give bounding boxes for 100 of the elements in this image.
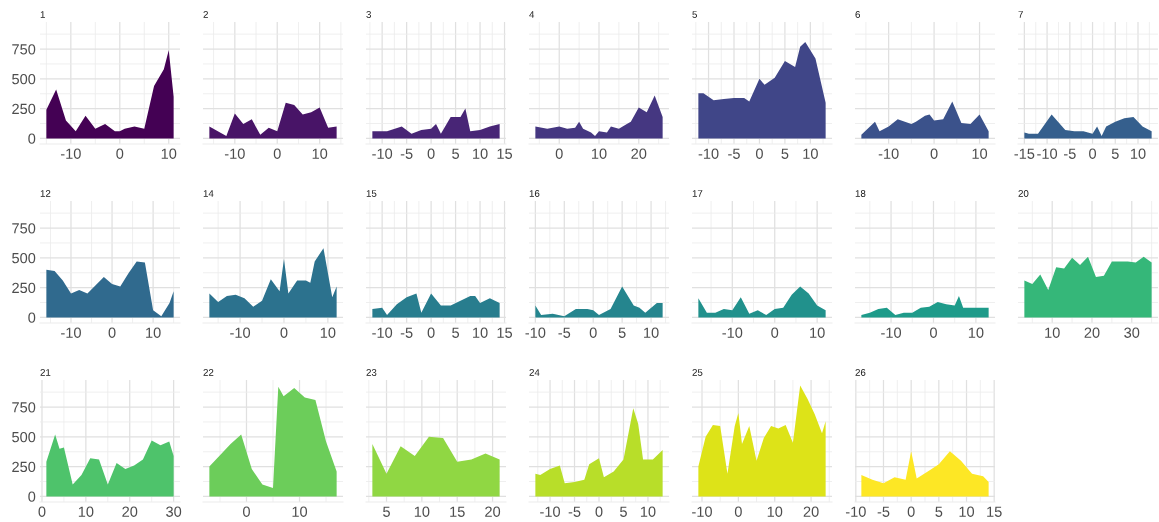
chart-title: 6 [855,11,860,18]
y-tick-label: 0 [28,312,36,323]
y-tick-label: 250 [12,103,36,115]
x-tick-label: 30 [1124,327,1140,338]
x-tick-label: 10 [767,506,783,517]
x-tick-label: 0 [108,327,116,338]
x-tick-label: 30 [166,506,182,517]
chart-title: 1 [40,11,45,18]
x-tick-label: 5 [935,506,943,517]
x-tick-label: 5 [383,506,390,517]
y-tick-label: 0 [28,491,36,502]
chart-title: 26 [855,369,866,376]
x-tick-label: 10 [320,327,336,338]
x-tick-label: -10 [845,506,866,517]
x-tick-label: -5 [728,148,740,159]
x-tick-label: 5 [452,327,460,338]
x-tick-label: 0 [116,148,124,159]
chart-title: 3 [366,11,371,18]
x-tick-label: 15 [450,506,465,517]
chart-title: 18 [855,190,866,197]
x-tick-label: -5 [400,327,413,338]
x-tick-label: 20 [631,148,647,159]
x-tick-label: 0 [273,148,281,159]
x-tick-label: 0 [243,506,250,517]
y-tick-label: 750 [12,402,36,413]
x-tick-label: 0 [38,506,46,517]
chart-title: 7 [1018,11,1023,18]
x-tick-label: 10 [78,506,94,517]
x-tick-label: -10 [372,148,393,159]
x-tick-label: 10 [473,327,488,338]
x-tick-label: -5 [558,327,571,338]
chart-title: 16 [529,190,540,197]
y-tick-label: 500 [12,431,36,443]
x-tick-label: 0 [595,506,603,517]
x-tick-label: -5 [568,506,581,517]
x-tick-label: -5 [400,148,413,159]
x-tick-label: 0 [771,327,779,338]
x-tick-label: 15 [987,506,1002,517]
y-tick-label: 500 [12,73,36,85]
x-tick-label: 20 [803,506,819,517]
x-tick-label: -10 [692,506,712,517]
x-tick-label: 10 [473,148,488,159]
x-tick-label: 10 [146,327,161,338]
x-tick-label: 10 [161,148,177,159]
x-tick-label: 0 [907,506,915,517]
x-tick-label: 0 [755,148,763,159]
x-tick-label: 10 [959,506,975,517]
chart-title: 21 [40,369,51,376]
x-tick-label: 0 [280,327,288,338]
x-tick-label: 10 [292,506,308,517]
x-tick-label: 15 [497,327,513,338]
x-tick-label: 20 [1084,327,1100,338]
x-tick-label: -10 [540,506,561,517]
x-tick-label: 5 [452,148,460,159]
x-tick-label: 10 [592,148,607,159]
x-tick-label: -10 [1037,148,1058,159]
x-tick-label: -10 [61,327,81,338]
y-tick-label: 750 [12,44,36,55]
x-tick-label: 10 [803,148,818,159]
y-tick-label: 750 [12,223,36,234]
chart-title: 4 [529,11,535,18]
y-tick-label: 500 [12,252,36,264]
x-tick-label: 10 [644,327,659,338]
x-tick-label: 5 [618,327,626,338]
x-tick-label: -5 [1063,148,1076,159]
x-tick-label: -15 [1014,148,1035,159]
x-tick-label: 10 [1131,148,1146,159]
x-tick-label: 0 [589,327,597,338]
x-tick-label: -10 [525,327,546,338]
x-tick-label: -10 [722,327,743,338]
x-tick-label: -10 [372,327,393,338]
x-tick-label: -5 [877,506,890,517]
x-tick-label: 0 [930,148,938,159]
y-tick-label: 0 [28,133,36,144]
chart-title: 22 [203,369,214,376]
y-tick-label: 250 [12,282,36,294]
x-tick-label: -10 [698,148,719,159]
x-tick-label: 20 [485,506,501,517]
chart-title: 23 [366,369,377,376]
y-tick-label: 250 [12,461,36,473]
chart-title: 2 [203,11,208,18]
x-tick-label: 10 [312,148,328,159]
x-tick-label: 5 [620,506,627,517]
x-tick-label: 10 [968,327,984,338]
x-tick-label: 0 [427,148,435,159]
x-tick-label: 0 [427,327,435,338]
chart-title: 24 [529,369,540,376]
x-tick-label: 5 [781,148,789,159]
x-tick-label: 10 [414,506,430,517]
chart-title: 25 [692,369,703,376]
x-tick-label: 20 [122,506,138,517]
x-tick-label: -10 [60,148,81,159]
chart-title: 17 [692,190,703,197]
x-tick-label: -10 [230,327,251,338]
chart-title: 5 [692,11,697,18]
x-tick-label: -10 [881,327,902,338]
x-tick-label: 15 [497,148,513,159]
chart-title: 14 [203,190,214,197]
x-tick-label: 10 [810,327,825,338]
x-tick-label: 0 [734,506,742,517]
